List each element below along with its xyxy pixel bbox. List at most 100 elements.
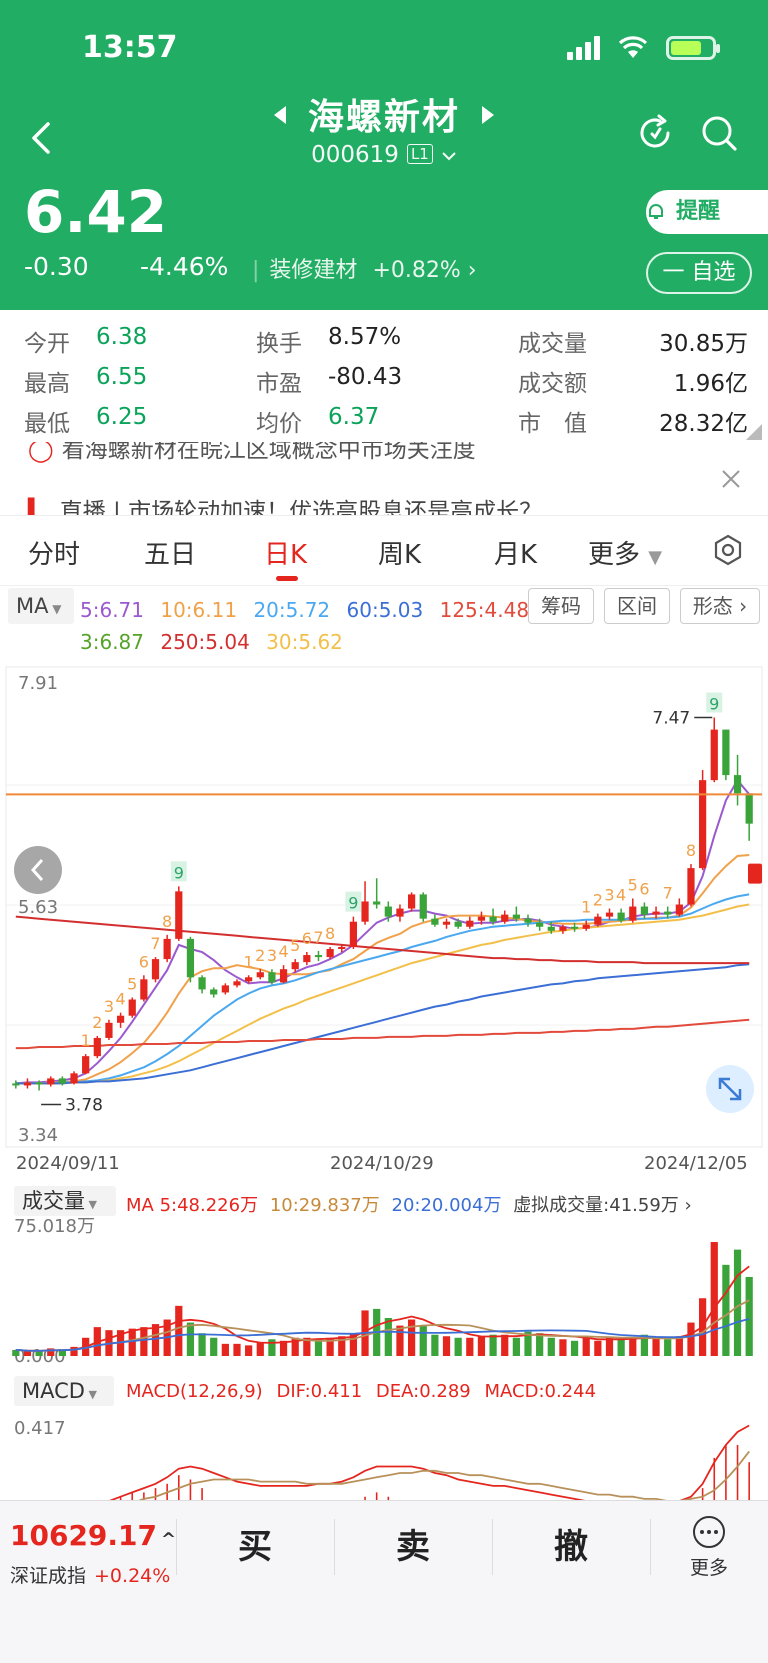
stat-value: 6.37: [328, 404, 380, 430]
index-ticker[interactable]: 10629.17 ^: [10, 1519, 176, 1552]
virtual-volume[interactable]: 虚拟成交量:41.59万: [513, 1195, 679, 1216]
td-label: 5: [628, 875, 638, 894]
more-button[interactable]: 更多: [650, 1501, 768, 1593]
volume-bar: [151, 1324, 160, 1356]
stat-label: 换手: [256, 331, 302, 357]
volume-bar: [617, 1339, 625, 1356]
volume-bar: [605, 1337, 614, 1356]
scroll-left-button[interactable]: [14, 846, 62, 894]
volume-bar: [559, 1339, 567, 1356]
candle-body: [349, 921, 358, 947]
volume-bar: [47, 1348, 55, 1356]
settings-icon[interactable]: [712, 534, 744, 566]
candle-body: [151, 959, 160, 980]
stat-value: 28.32亿: [659, 411, 748, 437]
volume-ma-row: MA 5:48.226万 10:29.837万 20:20.004万 虚拟成交量…: [126, 1195, 692, 1216]
candle-body: [640, 906, 649, 915]
volume-bar: [547, 1337, 555, 1356]
volume-zero-label: 0.000: [14, 1346, 66, 1367]
volume-bar: [175, 1305, 183, 1356]
tab-more[interactable]: 更多 ▼: [588, 534, 662, 571]
stock-code-row[interactable]: 000619 L1: [0, 142, 768, 168]
td-label: 3: [104, 997, 114, 1016]
chip-distribution-button[interactable]: 筹码: [528, 588, 594, 624]
volume-bar: [431, 1334, 439, 1356]
watchlist-button[interactable]: 一 自选: [646, 252, 752, 294]
candle-body: [559, 926, 567, 931]
next-stock-icon[interactable]: [482, 106, 494, 124]
candle-body: [82, 1056, 90, 1074]
range-button[interactable]: 区间: [604, 588, 670, 624]
candle-body: [699, 780, 707, 869]
volume-bar: [396, 1325, 404, 1356]
volume-bar: [419, 1325, 427, 1356]
candle-body: [233, 981, 241, 986]
td-label: 5: [127, 975, 137, 994]
index-name-row: 深证成指 +0.24%: [10, 1561, 170, 1588]
back-icon[interactable]: [26, 118, 56, 158]
prev-stock-icon[interactable]: [273, 106, 286, 124]
bottom-trade-bar: 10629.17 ^ 深证成指 +0.24% 买 卖 撤 更多: [0, 1500, 768, 1663]
ma20-line: [15, 893, 750, 1085]
stat-turnover: 换手 8.57%: [256, 324, 401, 358]
refresh-icon[interactable]: [634, 112, 676, 154]
sector-link[interactable]: | 装修建材 +0.82% ›: [252, 252, 477, 284]
pattern-button[interactable]: 形态 ›: [680, 588, 760, 624]
sell-button[interactable]: 卖: [396, 1527, 430, 1567]
candle-body: [629, 906, 637, 921]
candle-body: [373, 901, 381, 905]
close-icon[interactable]: [720, 468, 742, 490]
candle-body: [652, 911, 660, 915]
x-label-end: 2024/12/05: [644, 1153, 748, 1174]
ma-selector[interactable]: MA ▼: [8, 588, 74, 624]
volume-selector[interactable]: 成交量 ▼: [14, 1186, 116, 1216]
high-marker: 7.47: [652, 708, 690, 728]
news-banner[interactable]: ◯ 看海螺新材在皖江区域概念中市场关注度 ▍ 直播 | 市场轮动加速！优选高股息还是…: [0, 442, 768, 516]
volume-bar: [512, 1337, 520, 1356]
y-max-label: 7.91: [18, 673, 58, 694]
signal-icon: [567, 36, 600, 60]
index-change: +0.24%: [94, 1565, 171, 1587]
candle-body: [687, 868, 695, 905]
remind-button[interactable]: 提醒: [646, 190, 768, 234]
candle-body: [23, 1082, 32, 1086]
y-mid-label: 5.63: [18, 897, 58, 918]
vol-ma20: 20:20.004万: [391, 1195, 502, 1216]
buy-button[interactable]: 买: [238, 1527, 272, 1567]
stat-avg: 均价 6.37: [256, 404, 379, 438]
volume-bar: [140, 1327, 148, 1356]
volume-bar: [652, 1337, 660, 1356]
candle-body: [361, 901, 369, 922]
volume-bar: [58, 1349, 66, 1356]
stat-value: -80.43: [328, 364, 403, 390]
expand-corner-icon[interactable]: [746, 424, 762, 440]
more-label: 更多: [689, 1557, 728, 1579]
volume-bar: [594, 1340, 602, 1356]
macd-values-row: MACD(12,26,9) DIF:0.411 DEA:0.289 MACD:0…: [126, 1381, 596, 1402]
tab-weekly-k[interactable]: 周K: [378, 540, 422, 570]
cancel-order-button[interactable]: 撤: [554, 1527, 588, 1567]
ma20-value: 20:5.72: [253, 598, 331, 622]
candle-body: [70, 1073, 78, 1084]
ma10-value: 10:6.11: [160, 598, 238, 622]
td-label: 4: [115, 990, 125, 1009]
up-arrow-icon: ^: [161, 1529, 177, 1550]
macd-selector[interactable]: MACD ▼: [14, 1376, 114, 1406]
td-label-bg: [706, 692, 723, 713]
candle-body: [198, 977, 206, 990]
chart-frame: [5, 666, 763, 1148]
tab-daily-k[interactable]: 日K: [264, 540, 308, 570]
candle-body: [512, 914, 520, 919]
candle-body: [582, 924, 590, 929]
stat-amount: 成交额 1.96亿: [518, 364, 748, 398]
volume-bar: [722, 1264, 730, 1356]
volume-bar: [128, 1328, 136, 1356]
tab-intraday[interactable]: 分时: [28, 540, 81, 570]
fullscreen-icon: [718, 1077, 742, 1101]
search-icon[interactable]: [698, 112, 740, 154]
tab-monthly-k[interactable]: 月K: [494, 540, 538, 570]
tab-five-day[interactable]: 五日: [144, 540, 197, 570]
td-label: 3: [604, 886, 614, 905]
td-label: 8: [162, 912, 172, 931]
